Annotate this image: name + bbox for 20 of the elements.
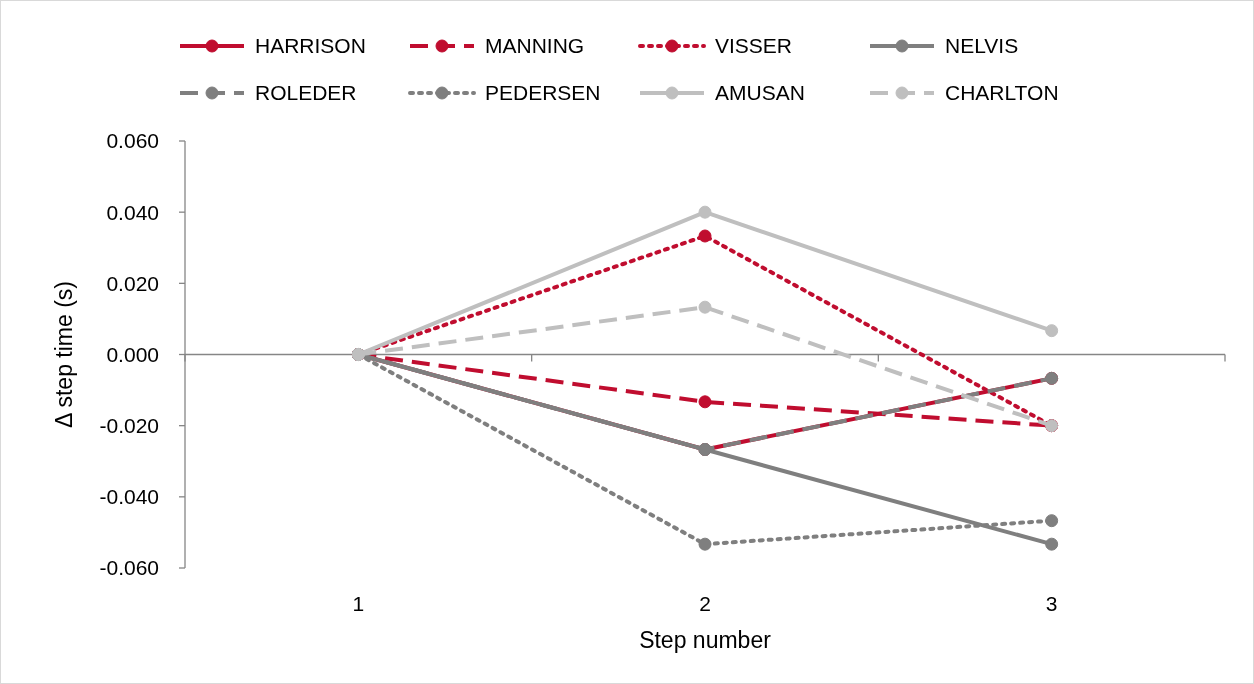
y-tick-label: 0.060 [106, 129, 159, 153]
y-axis-title: Δ step time (s) [51, 280, 77, 429]
x-tick-label: 2 [699, 592, 711, 615]
legend-label: ROLEDER [255, 81, 357, 105]
legend-label: PEDERSEN [485, 81, 601, 105]
y-tick-label: -0.040 [99, 485, 159, 509]
legend-label: AMUSAN [715, 81, 805, 105]
legend-label: NELVIS [945, 34, 1019, 58]
y-tick-label: 0.000 [106, 342, 159, 366]
x-axis-title: Step number [639, 627, 772, 653]
x-tick-label: 3 [1045, 592, 1058, 615]
legend-label: CHARLTON [945, 81, 1059, 105]
legend-label: HARRISON [255, 34, 366, 58]
legend-label: MANNING [485, 34, 585, 58]
y-tick-label: 0.020 [106, 271, 159, 295]
y-tick-label: -0.020 [99, 414, 159, 438]
x-tick-label: 1 [352, 592, 365, 615]
y-tick-label: -0.060 [99, 556, 159, 580]
y-tick-label: 0.040 [106, 200, 159, 224]
legend-label: VISSER [715, 34, 793, 58]
